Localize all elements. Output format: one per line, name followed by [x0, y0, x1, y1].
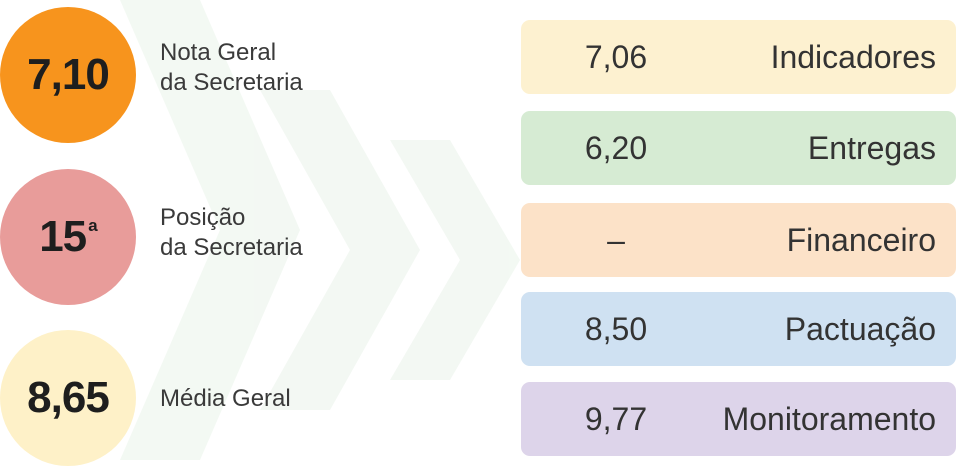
- rank-circle: 15 ª: [0, 169, 136, 305]
- label-line: Nota Geral: [160, 39, 277, 66]
- score-label: Nota Geral da Secretaria: [160, 38, 303, 98]
- label-line: Posição: [160, 204, 246, 231]
- rank-label: Posição da Secretaria: [160, 203, 303, 263]
- card-name: Indicadores: [770, 39, 936, 75]
- card: 9,77 Monitoramento: [521, 382, 956, 456]
- card: 8,50 Pactuação: [521, 292, 956, 366]
- card-name: Financeiro: [786, 222, 936, 258]
- label-line: Média Geral: [160, 385, 291, 412]
- rank-suffix: ª: [88, 215, 98, 246]
- rank-value: 15: [39, 212, 87, 261]
- card: 7,06 Indicadores: [521, 20, 956, 94]
- card-value: 7,06: [584, 39, 648, 75]
- card-value: –: [607, 222, 625, 258]
- card-name: Pactuação: [784, 311, 936, 347]
- card-value: 6,20: [584, 130, 648, 166]
- label-line: da Secretaria: [160, 234, 303, 261]
- score-value: 7,10: [27, 50, 110, 99]
- average-circle: 8,65: [0, 330, 136, 466]
- card-name: Entregas: [807, 130, 936, 166]
- card-value: 8,50: [584, 311, 648, 347]
- average-value: 8,65: [27, 373, 110, 422]
- score-circle: 7,10: [0, 7, 136, 143]
- card-name: Monitoramento: [722, 401, 936, 437]
- card: 6,20 Entregas: [521, 111, 956, 185]
- average-label: Média Geral: [160, 384, 291, 414]
- card-value: 9,77: [584, 401, 648, 437]
- label-line: da Secretaria: [160, 69, 303, 96]
- card: – Financeiro: [521, 203, 956, 277]
